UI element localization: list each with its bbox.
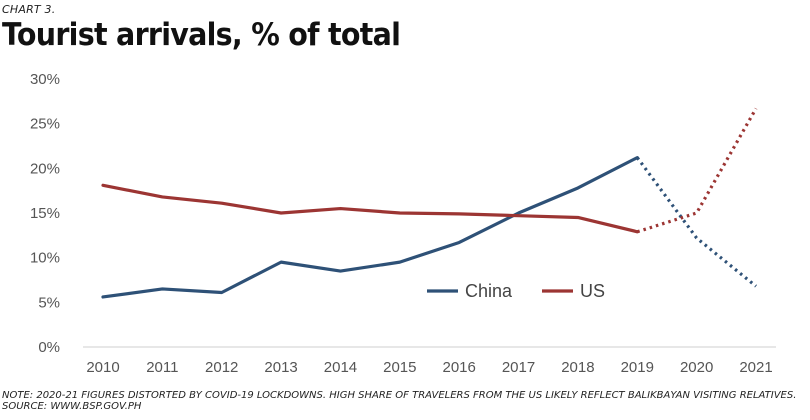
y-axis-ticks: 0% 5% 10% 15% 20% 25% 30%	[30, 71, 60, 356]
x-tick-label: 2010	[86, 359, 119, 376]
chart-kicker: CHART 3.	[2, 3, 56, 16]
x-tick-label: 2012	[205, 359, 238, 376]
y-tick-label: 30%	[30, 71, 60, 88]
x-tick-label: 2014	[324, 359, 357, 376]
x-tick-label: 2017	[502, 359, 535, 376]
y-tick-label: 5%	[38, 294, 60, 311]
china-line-solid	[101, 156, 639, 299]
y-tick-label: 10%	[30, 250, 60, 267]
chart-title: Tourist arrivals, % of total	[2, 17, 401, 53]
x-tick-label: 2011	[146, 359, 178, 376]
y-tick-label: 20%	[30, 160, 60, 177]
china-line-dotted	[635, 156, 758, 288]
x-tick-label: 2021	[739, 359, 772, 376]
x-tick-label: 2020	[680, 359, 713, 376]
y-tick-label: 0%	[38, 339, 60, 356]
x-tick-label: 2015	[383, 359, 416, 376]
x-tick-label: 2019	[621, 359, 654, 376]
x-tick-label: 2013	[264, 359, 297, 376]
chart-footnote: NOTE: 2020-21 FIGURES DISTORTED BY COVID…	[2, 390, 802, 412]
series-lines	[101, 107, 758, 299]
x-axis-ticks: 2010 2011 2012 2013 2014 2015 2016 2017 2018 2019…	[86, 359, 772, 376]
note-text: NOTE: 2020-21 FIGURES DISTORTED BY COVID…	[2, 390, 797, 401]
y-tick-label: 25%	[30, 116, 60, 133]
x-tick-label: 2016	[442, 359, 475, 376]
legend: China US	[427, 281, 605, 301]
x-tick-label: 2018	[561, 359, 594, 376]
us-line-solid	[101, 183, 639, 234]
source-text: SOURCE: WWW.BSP.GOV.PH	[2, 401, 142, 412]
y-tick-label: 15%	[30, 205, 60, 222]
china-legend-label: China	[465, 281, 513, 301]
us-legend-label: US	[580, 281, 605, 301]
us-line-dotted	[636, 107, 758, 234]
